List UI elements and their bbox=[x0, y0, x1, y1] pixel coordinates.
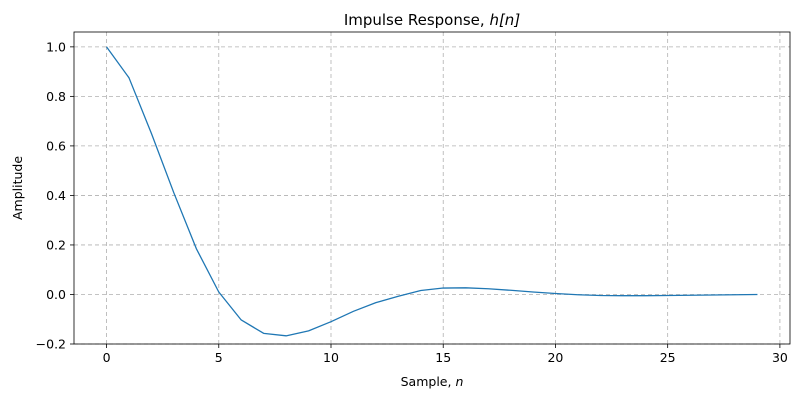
x-tick-label: 5 bbox=[215, 350, 223, 365]
x-tick-label: 10 bbox=[323, 350, 339, 365]
y-tick-label: 1.0 bbox=[46, 39, 66, 54]
chart-title-text: Impulse Response, bbox=[344, 11, 490, 29]
y-tick-label: −0.2 bbox=[36, 337, 66, 352]
y-tick-label: 0.0 bbox=[46, 287, 66, 302]
series-layer bbox=[106, 46, 758, 337]
y-axis-ticks: −0.2 0.0 0.2 0.4 0.6 0.8 1.0 bbox=[36, 39, 74, 352]
y-tick-label: 0.6 bbox=[46, 138, 66, 153]
plot-frame bbox=[73, 31, 791, 345]
x-tick-label: 25 bbox=[660, 350, 676, 365]
y-tick-label: 0.2 bbox=[46, 237, 66, 252]
x-axis-ticks: 0 5 10 15 20 25 30 bbox=[103, 344, 788, 365]
chart-title: Impulse Response, h[n] bbox=[344, 11, 520, 29]
y-tick-label: 0.8 bbox=[46, 89, 66, 104]
y-tick-label: 0.4 bbox=[46, 188, 66, 203]
x-tick-label: 20 bbox=[547, 350, 563, 365]
grid bbox=[74, 32, 790, 345]
x-tick-label: 15 bbox=[435, 350, 451, 365]
x-axis-label: Sample, n bbox=[401, 374, 464, 389]
y-axis-label: Amplitude bbox=[10, 156, 25, 220]
x-axis-label-math: n bbox=[455, 374, 463, 389]
chart-title-math: h[n] bbox=[489, 11, 520, 29]
x-axis-label-text: Sample, bbox=[401, 374, 456, 389]
impulse-response-line bbox=[106, 46, 758, 337]
x-tick-label: 30 bbox=[772, 350, 788, 365]
x-tick-label: 0 bbox=[103, 350, 111, 365]
